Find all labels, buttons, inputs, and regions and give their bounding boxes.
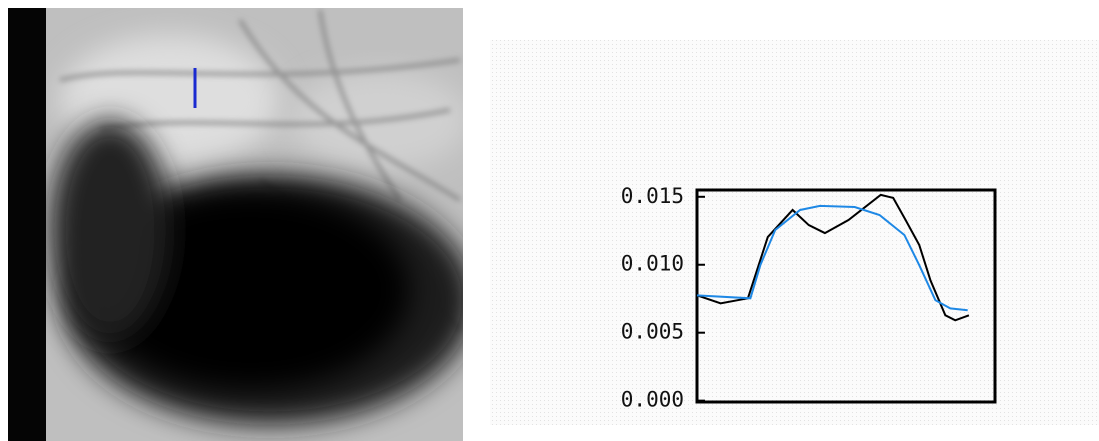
- y-tick-label: 0.005: [621, 320, 684, 344]
- angiogram-image: [8, 8, 475, 441]
- y-tick-label: 0.010: [621, 252, 684, 276]
- y-tick-label: 0.015: [621, 184, 684, 208]
- texture-background: [490, 40, 1099, 425]
- screen: 0.000 0.005 0.010 0.015: [0, 0, 1099, 441]
- page: 0.0000.0050.0100.015 (() => { const data…: [0, 0, 1099, 441]
- y-tick-label: 0.000: [621, 388, 684, 412]
